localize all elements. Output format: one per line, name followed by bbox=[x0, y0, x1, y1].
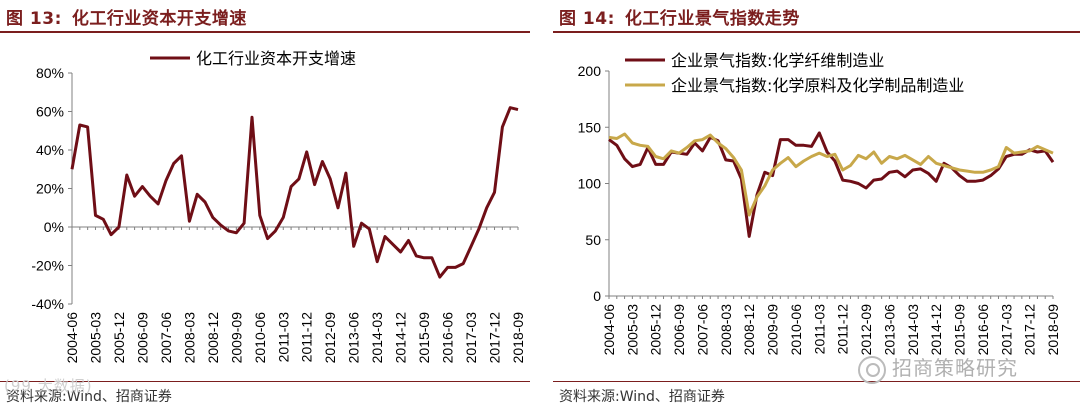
figure-14-title-text: 化工行业景气指数走势 bbox=[624, 9, 800, 29]
x-tick-label: 2005-03 bbox=[624, 304, 640, 356]
figure-14-source-rule bbox=[553, 381, 1080, 382]
figure-13-panel: 图 13: 化工行业资本开支增速 -40% -20% 0% 20% 40% 60% 80% 20… bbox=[0, 0, 530, 414]
figure-14-source: 资料来源:Wind、招商证券 bbox=[559, 389, 725, 405]
wechat-logo-icon bbox=[858, 355, 886, 384]
x-tick-label: 2014-03 bbox=[905, 304, 921, 356]
series-line-2 bbox=[608, 132, 1054, 217]
x-tick-label: 2014-03 bbox=[369, 312, 385, 364]
x-tick-label: 2012-09 bbox=[858, 304, 874, 356]
watermark-right-text: 招商策略研究 bbox=[892, 356, 1018, 380]
x-tick-label: 2004-06 bbox=[64, 312, 80, 364]
figure-14-label: 图 14: bbox=[559, 9, 615, 29]
y-tick-label: -20% bbox=[31, 258, 64, 274]
x-tick-label: 2004-06 bbox=[601, 304, 617, 356]
x-tick-label: 2010-06 bbox=[252, 312, 268, 364]
x-tick-label: 2015-09 bbox=[416, 312, 432, 364]
figure-14-title: 图 14: 化工行业景气指数走势 bbox=[559, 4, 1080, 29]
series-line-1 bbox=[70, 106, 519, 279]
x-tick-label: 2010-06 bbox=[788, 304, 804, 356]
x-tick-label: 2007-06 bbox=[158, 312, 174, 364]
x-tick-label: 2017-12 bbox=[1022, 304, 1038, 356]
x-tick-label: 2017-03 bbox=[998, 304, 1014, 356]
x-tick-label: 2016-06 bbox=[440, 312, 456, 364]
x-tick-label: 2015-09 bbox=[952, 304, 968, 356]
x-tick-label: 2006-09 bbox=[134, 312, 150, 364]
x-tick-label: 2007-06 bbox=[694, 304, 710, 356]
x-tick-label: 2013-06 bbox=[346, 312, 362, 364]
x-tick-label: 2012-09 bbox=[322, 312, 338, 364]
x-tick-label: 2018-09 bbox=[510, 312, 526, 364]
x-tick-label: 2014-12 bbox=[393, 312, 409, 364]
figure-13-source: 资料来源:Wind、招商证券 bbox=[6, 389, 172, 405]
figure-14-title-rule bbox=[553, 31, 1080, 33]
y-tick-label: 60% bbox=[36, 104, 64, 120]
figure-13-title-rule bbox=[0, 31, 530, 33]
x-tick-label: 2013-06 bbox=[881, 304, 897, 356]
y-tick-label: 20% bbox=[36, 181, 64, 197]
y-tick-label: 150 bbox=[578, 119, 602, 135]
x-tick-label: 2005-03 bbox=[87, 312, 103, 364]
x-tick-label: 2005-12 bbox=[111, 312, 127, 364]
figure-13-title: 图 13: 化工行业资本开支增速 bbox=[6, 4, 530, 29]
x-tick-label: 2005-12 bbox=[648, 304, 664, 356]
x-tick-label: 2017-12 bbox=[487, 312, 503, 364]
figure-13-chart: -40% -20% 0% 20% 40% 60% 80% 2004-06 2005-03 2005… bbox=[31, 49, 526, 364]
x-tick-label: 2008-12 bbox=[741, 304, 757, 356]
x-tick-label: 2014-12 bbox=[928, 304, 944, 356]
x-tick-label: 2009-09 bbox=[765, 304, 781, 356]
watermark-left: (99 大数据) bbox=[4, 377, 93, 395]
x-tick-label: 2011-12 bbox=[835, 304, 851, 355]
legend-label-1: 企业景气指数:化学纤维制造业 bbox=[671, 51, 884, 70]
x-tick-label: 2008-03 bbox=[181, 312, 197, 364]
y-tick-label: 100 bbox=[578, 176, 602, 192]
legend-label-1: 化工行业资本开支增速 bbox=[196, 49, 356, 68]
figure-13-title-text: 化工行业资本开支增速 bbox=[71, 9, 247, 29]
y-tick-label: 40% bbox=[36, 142, 64, 158]
y-tick-label: 80% bbox=[36, 65, 64, 81]
figure-13-label: 图 13: bbox=[6, 9, 62, 29]
y-tick-label: -40% bbox=[31, 296, 64, 312]
y-tick-label: 50 bbox=[585, 232, 601, 248]
figure-14-chart: 0 50 100 150 200 2004-06 2005-03 2005-12 2006-09… bbox=[578, 51, 1061, 356]
x-tick-label: 2017-03 bbox=[463, 312, 479, 364]
x-tick-label: 2008-03 bbox=[718, 304, 734, 356]
x-tick-label: 2011-03 bbox=[811, 304, 827, 355]
x-tick-label: 2008-12 bbox=[205, 312, 221, 364]
x-tick-label: 2018-09 bbox=[1045, 304, 1061, 356]
y-tick-label: 0 bbox=[593, 288, 601, 304]
watermark-right: 招商策略研究 bbox=[858, 352, 1018, 384]
y-tick-label: 0% bbox=[44, 219, 64, 235]
figure-13-source-rule bbox=[0, 381, 530, 382]
series-line-1 bbox=[608, 131, 1055, 238]
x-tick-label: 2006-09 bbox=[671, 304, 687, 356]
x-tick-label: 2011-03 bbox=[275, 312, 291, 363]
legend-label-2: 企业景气指数:化学原料及化学制品制造业 bbox=[671, 76, 964, 95]
x-tick-label: 2009-09 bbox=[228, 312, 244, 364]
y-tick-label: 200 bbox=[578, 63, 602, 79]
x-tick-label: 2011-12 bbox=[299, 312, 315, 363]
x-tick-label: 2016-06 bbox=[975, 304, 991, 356]
figure-14-panel: 图 14: 化工行业景气指数走势 0 50 100 150 200 2004-06 2005-… bbox=[553, 0, 1080, 414]
